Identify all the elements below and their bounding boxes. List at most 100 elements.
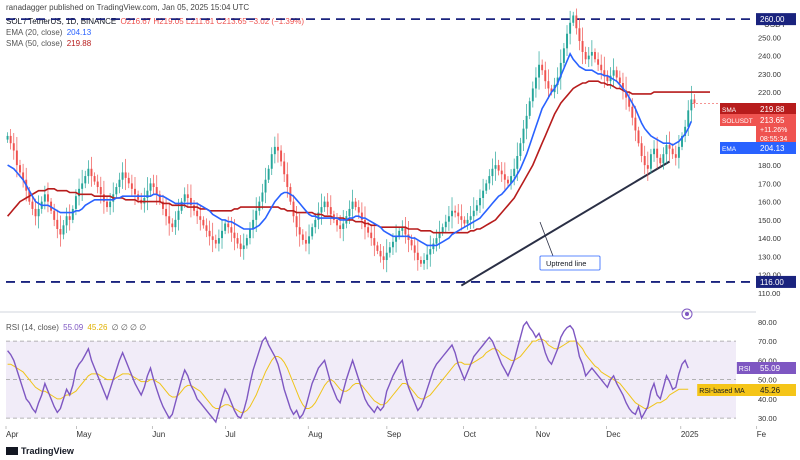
candle-body: [491, 168, 494, 177]
candle-body: [37, 208, 40, 217]
candle-body: [432, 243, 435, 250]
candle-body: [199, 216, 202, 220]
candle-body: [522, 128, 525, 144]
candle-body: [9, 135, 12, 144]
candle-body: [354, 201, 357, 208]
candle-body: [525, 115, 528, 129]
candle-body: [130, 183, 133, 189]
candle-body: [323, 201, 326, 208]
candle-body: [454, 210, 457, 213]
candle-body: [590, 51, 593, 56]
candle-body: [56, 219, 59, 229]
candle-body: [196, 210, 199, 217]
candle-body: [342, 223, 345, 229]
candle-body: [249, 229, 251, 239]
candle-body: [118, 179, 121, 188]
candle-body: [475, 205, 478, 211]
candle-body: [124, 172, 127, 178]
candle-body: [550, 88, 553, 93]
candle-body: [292, 201, 295, 217]
uptrend-callout-box: [539, 255, 601, 271]
price-axis-tick: 230.00: [758, 70, 781, 79]
candle-body: [230, 227, 233, 233]
candle-body: [295, 216, 298, 228]
candle-body: [317, 212, 320, 220]
price-tag-name-box: [720, 142, 756, 154]
candle-body: [379, 250, 382, 257]
candle-body: [681, 135, 683, 147]
candle-body: [53, 210, 56, 220]
candle-body: [469, 216, 472, 220]
candle-body: [46, 194, 49, 202]
candle-body: [242, 245, 245, 250]
candle-body: [224, 223, 227, 231]
candle-body: [625, 90, 628, 98]
candle-body: [245, 238, 248, 246]
candle-body: [538, 64, 541, 78]
candle-body: [143, 197, 146, 204]
candle-body: [34, 208, 37, 217]
rsi-tag-value-box: [756, 384, 796, 396]
candle-body: [311, 227, 314, 237]
candle-body: [388, 247, 391, 253]
candle-body: [581, 41, 584, 52]
candle-body: [283, 161, 286, 175]
candle-body: [466, 219, 469, 224]
candle-body: [528, 101, 531, 116]
candle-body: [628, 97, 631, 107]
candle-body: [472, 210, 475, 217]
tradingview-logo: TradingView: [6, 446, 74, 456]
candle-body: [447, 216, 450, 222]
candle-body: [690, 99, 693, 111]
candle-body: [559, 62, 562, 78]
candle-body: [668, 145, 671, 149]
candle-body: [594, 51, 596, 60]
candle-body: [211, 236, 214, 240]
rsi-axis-tick: 30.00: [758, 414, 777, 423]
candle-body: [506, 179, 509, 184]
uptrend-line: [460, 160, 671, 287]
candle-body: [510, 176, 513, 184]
candle-body: [320, 207, 323, 213]
candle-body: [637, 130, 640, 144]
candle-body: [351, 201, 354, 209]
price-tag-value: 219.88: [760, 105, 785, 114]
candle-body: [239, 243, 242, 250]
candle-body: [71, 208, 74, 220]
candle-body: [308, 236, 311, 244]
candle-body: [102, 194, 105, 202]
candle-body: [497, 165, 500, 171]
ema-20-line: [7, 51, 693, 247]
candle-body: [395, 236, 398, 242]
time-axis-label: Oct: [463, 430, 476, 439]
candle-body: [435, 238, 438, 244]
candle-body: [171, 223, 174, 228]
candle-body: [463, 219, 466, 224]
candle-body: [578, 28, 581, 42]
candle-body: [460, 216, 463, 220]
time-axis-label: Dec: [606, 430, 620, 439]
price-axis-tick: 220.00: [758, 88, 781, 97]
candle-body: [584, 51, 587, 60]
candle-body: [541, 64, 544, 71]
candle-body: [276, 146, 279, 151]
candle-body: [12, 143, 15, 151]
candle-body: [261, 192, 264, 202]
price-tag-name: EMA: [722, 146, 737, 153]
candle-body: [612, 70, 615, 76]
candle-body: [391, 241, 394, 248]
price-axis-tick: 250.00: [758, 33, 781, 42]
candle-body: [99, 187, 102, 195]
candle-body: [674, 154, 677, 158]
candle-body: [137, 194, 140, 200]
rsi-tag-name-box: [736, 362, 756, 374]
candle-body: [653, 148, 656, 155]
candle-body: [360, 212, 363, 220]
candle-body: [382, 256, 385, 261]
candle-body: [416, 252, 419, 261]
time-axis-label: May: [76, 430, 91, 439]
candle-body: [280, 150, 283, 162]
candle-body: [404, 227, 407, 235]
rsi-axis-tick: 40.00: [758, 395, 777, 404]
